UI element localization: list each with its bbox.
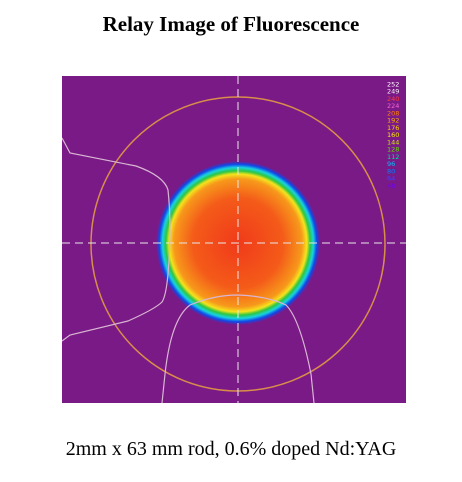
color-scale-label: 128	[387, 146, 399, 154]
color-scale-label: 96	[387, 160, 395, 168]
color-scale-label: 80	[387, 167, 395, 175]
color-scale-label: 208	[387, 109, 399, 117]
color-scale-label: 240	[387, 95, 399, 103]
figure-caption: 2mm x 63 mm rod, 0.6% doped Nd:YAG	[65, 438, 397, 460]
color-scale-label: 176	[387, 124, 399, 132]
color-scale-legend: 2522492402242081921761601441281129680644…	[387, 80, 399, 190]
color-scale-label: 249	[387, 88, 399, 96]
figure-title: Relay Image of Fluorescence	[102, 12, 360, 36]
color-scale-label: 252	[387, 80, 399, 88]
vertical-profile-curve	[161, 294, 315, 403]
color-scale-label: 64	[387, 175, 395, 183]
color-scale-label: 224	[387, 102, 399, 110]
color-scale-label: 112	[387, 153, 399, 161]
color-scale-label: 192	[387, 117, 399, 125]
fluorescence-image: 252 249 240 224 208 192 176 160 144 128 112 96 80 64 4…	[62, 76, 406, 403]
horizontal-profile-curve	[62, 137, 171, 342]
color-scale-label: 144	[387, 138, 399, 146]
color-scale-label: 160	[387, 131, 399, 139]
color-scale-label: 48	[387, 182, 395, 190]
